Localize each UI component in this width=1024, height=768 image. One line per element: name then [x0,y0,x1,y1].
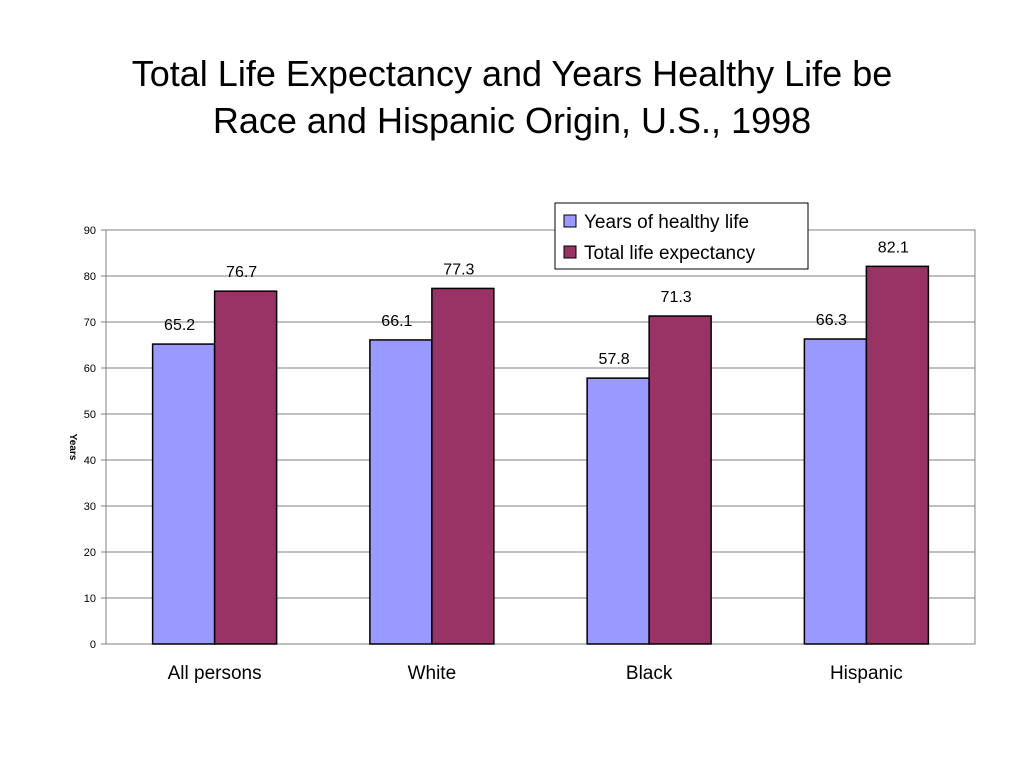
x-tick-label: Hispanic [830,663,903,684]
y-tick-label: 80 [84,271,96,283]
y-tick-label: 0 [90,639,96,651]
legend-swatch [563,245,577,259]
y-tick-label: 60 [84,363,96,375]
legend-label: Years of healthy life [584,212,749,233]
y-axis-label: Years [67,434,78,461]
data-label: 76.7 [226,264,257,281]
y-tick-label: 20 [84,547,96,559]
title-line-2: Race and Hispanic Origin, U.S., 1998 [212,100,812,141]
data-label: 82.1 [878,239,909,256]
x-tick-label: Black [626,663,673,684]
legend-swatch [563,214,577,228]
bar-life-expectancy [648,315,712,645]
data-label: 71.3 [661,289,692,306]
y-tick-label: 70 [84,317,96,329]
y-tick-label: 40 [84,455,96,467]
y-tick-label: 50 [84,409,96,421]
data-label: 77.3 [443,261,474,278]
y-tick-label: 90 [84,225,96,237]
y-tick-label: 30 [84,501,96,513]
legend [554,202,809,270]
legend-label: Total life expectancy [584,243,756,264]
data-label: 66.1 [381,313,412,330]
bar-life-expectancy [213,290,278,645]
y-tick-label: 10 [84,593,96,605]
x-tick-label: White [408,663,457,684]
bar-life-expectancy [431,287,495,645]
data-label: 65.2 [164,317,195,334]
bar-healthy-life [586,377,650,645]
bar-life-expectancy [865,265,930,645]
chart-title: Total Life Expectancy and Years Healthy … [0,50,1024,144]
title-line-1: Total Life Expectancy and Years Healthy … [131,53,893,94]
data-label: 66.3 [816,312,847,329]
bar-healthy-life [151,343,216,645]
bar-healthy-life [369,339,433,645]
bar-healthy-life [803,338,868,645]
data-label: 57.8 [599,351,630,368]
x-tick-label: All persons [168,663,262,684]
